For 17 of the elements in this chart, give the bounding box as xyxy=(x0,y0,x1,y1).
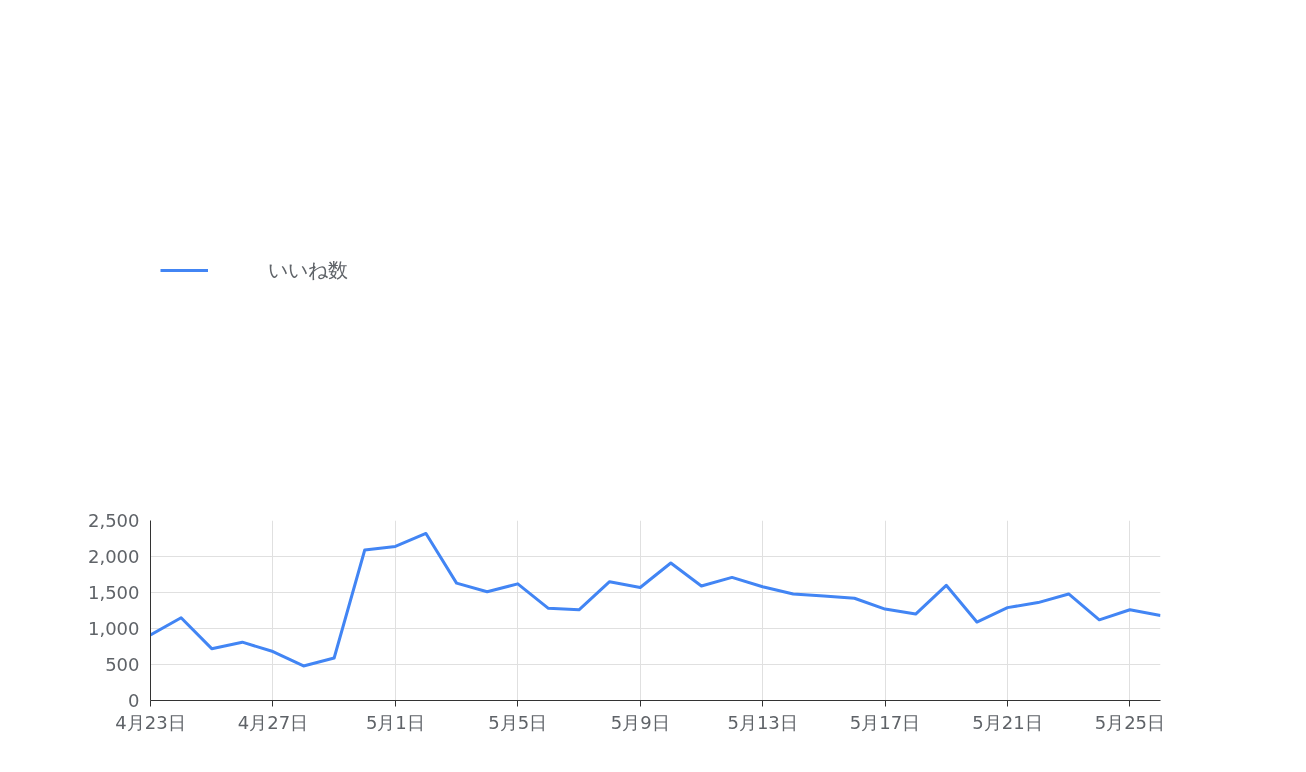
x-tick-label: 4月27日 xyxy=(237,711,309,733)
x-tick-label: 5月25日 xyxy=(1094,711,1166,733)
y-tick-label: 0 xyxy=(128,690,140,711)
y-tick-label: 2,000 xyxy=(87,546,140,567)
line-series xyxy=(150,531,1161,668)
x-tick-label: 5月1日 xyxy=(365,711,425,733)
x-tick-label: 4月23日 xyxy=(115,711,186,733)
x-tick-label: 5月21日 xyxy=(972,711,1043,733)
y-tick-label: 2,500 xyxy=(87,510,140,531)
y-tick-label: 1,500 xyxy=(87,582,140,603)
y-tick-label: 1,000 xyxy=(87,618,140,639)
text: いいね数 xyxy=(268,256,348,284)
x-tick-label: 5月5日 xyxy=(488,711,548,733)
x-tick-label: 5月9日 xyxy=(610,711,670,733)
y-tick-label: 500 xyxy=(105,654,140,675)
x-tick-label: 5月17日 xyxy=(849,711,921,733)
x-tick-label: 5月13日 xyxy=(727,711,798,733)
